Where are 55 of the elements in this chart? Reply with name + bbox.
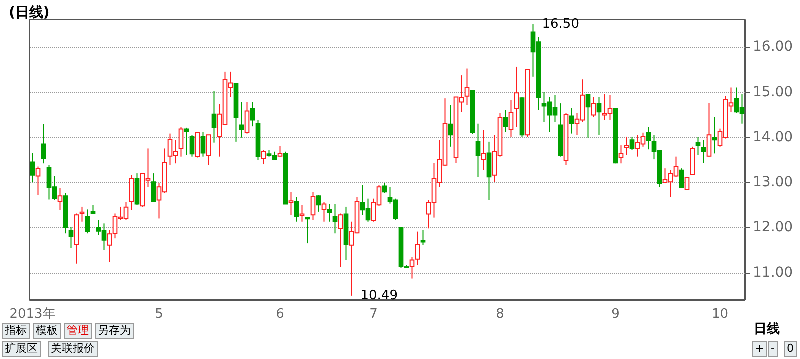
candlestick (514, 66, 520, 128)
candlestick (596, 96, 602, 136)
text: 关联报价 (48, 341, 98, 357)
text: 管理 (64, 323, 92, 339)
y-tick-label: 14.00 (753, 129, 794, 146)
candlestick (464, 68, 470, 106)
candlestick (332, 204, 338, 234)
text: 另存为 (95, 323, 134, 339)
candlestick (503, 110, 508, 132)
text: - (768, 341, 778, 357)
y-tick-label: 13.00 (753, 174, 794, 191)
y-tick-label: 12.00 (753, 220, 794, 236)
text: 指标 (2, 323, 30, 339)
candlestick (294, 196, 300, 222)
candlestick (646, 126, 652, 150)
chart-title: (日线) (9, 5, 50, 21)
candlestick (508, 100, 514, 138)
candlestick (58, 188, 63, 211)
text: 日线 (752, 322, 782, 337)
x-tick-label: 5 (155, 307, 164, 322)
y-tick-label: 16.00 (753, 39, 794, 56)
candlestick (300, 204, 305, 222)
candlestick (410, 256, 415, 280)
candlestick (212, 90, 217, 144)
x-tick-label: 6 (276, 307, 284, 322)
candlestick (696, 136, 701, 156)
candlestick (239, 102, 244, 138)
candlestick (200, 132, 206, 158)
x-tick-label: 8 (496, 307, 504, 322)
annotation: 10.49 (360, 288, 398, 304)
candlestick (701, 140, 706, 164)
x-tick-label: 9 (612, 307, 620, 322)
candlestick (288, 192, 294, 216)
candlestick (569, 108, 574, 134)
candlestick (624, 136, 630, 156)
candlestick (712, 116, 718, 154)
x-tick-label: 10 (712, 307, 729, 322)
text: + (752, 341, 768, 357)
candlestick (476, 123, 481, 178)
y-tick-label: 15.00 (753, 84, 794, 100)
candlestick (481, 130, 486, 171)
candlestick (310, 192, 316, 221)
candlestick (486, 141, 492, 201)
candlestick (41, 124, 46, 164)
candlestick (30, 152, 36, 184)
text: 扩展区 (2, 341, 41, 357)
candlestick (618, 145, 624, 164)
text: 模板 (33, 323, 61, 339)
candlestick (344, 206, 349, 261)
candlestick (448, 104, 454, 148)
text: 0 (784, 341, 797, 357)
x-tick-label: 2013年 (10, 307, 56, 322)
annotation: 16.50 (542, 17, 580, 32)
y-tick-label: 11.00 (753, 264, 794, 281)
x-tick-label: 7 (370, 307, 378, 322)
